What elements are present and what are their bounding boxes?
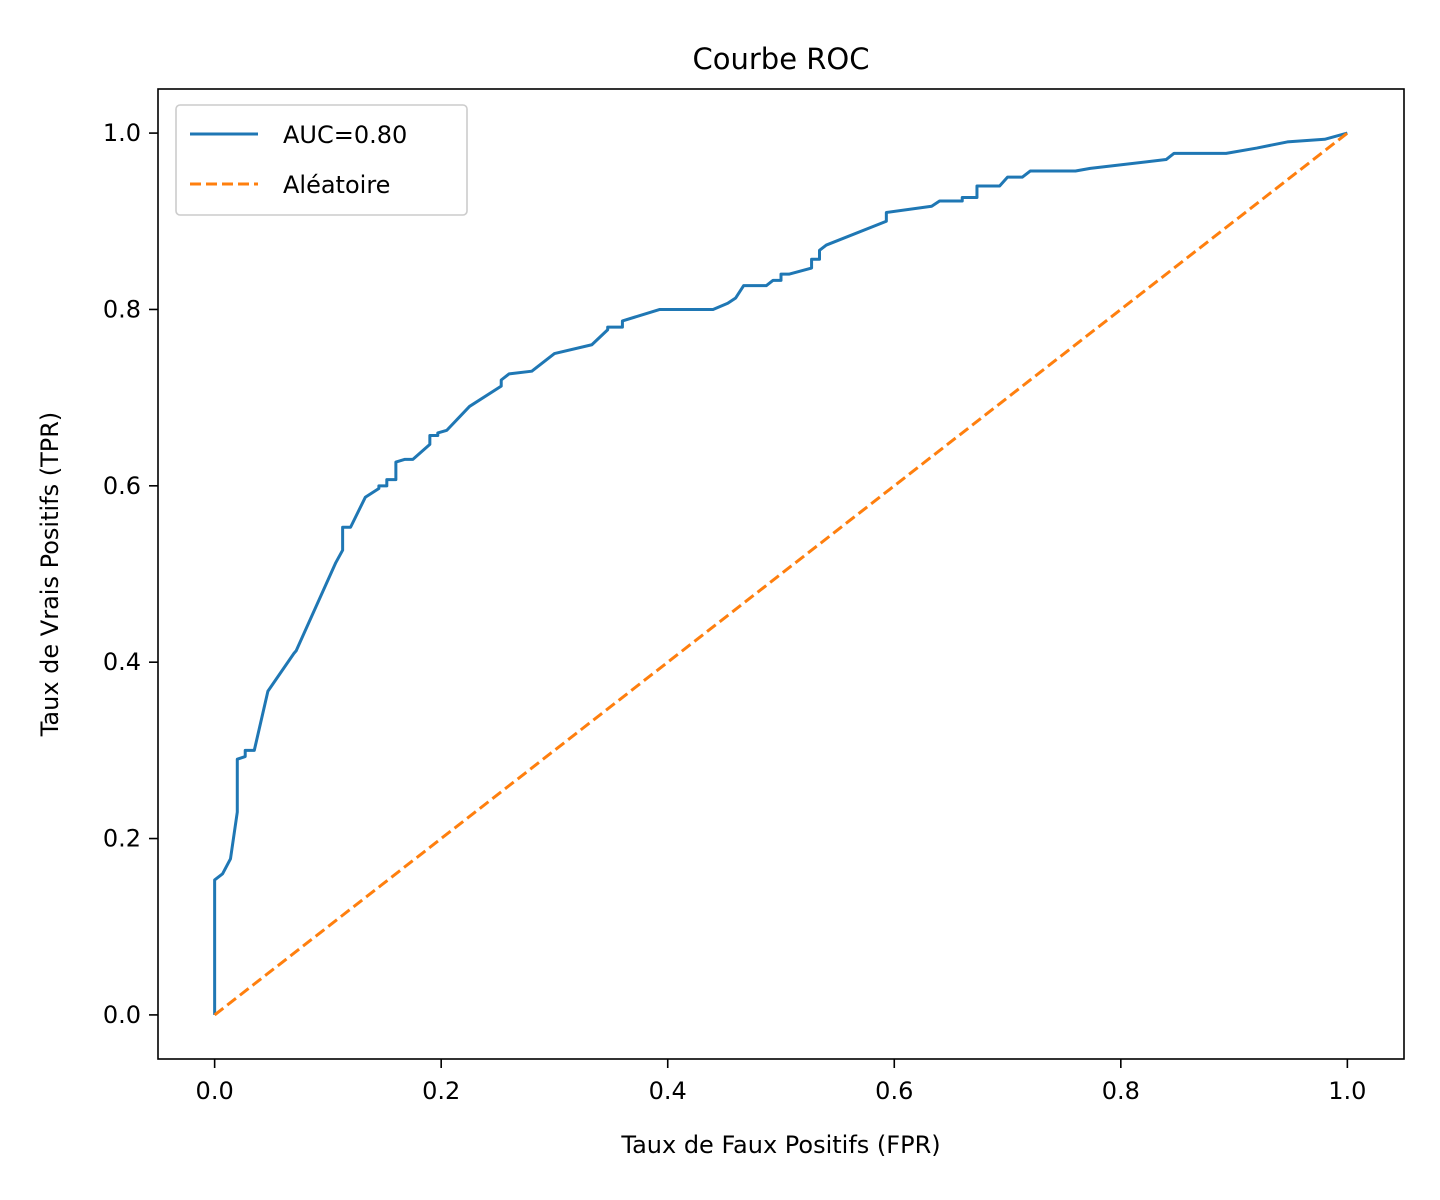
y-tick-label: 0.4: [103, 648, 141, 676]
y-tick-label: 0.0: [103, 1001, 141, 1029]
y-axis-label: Taux de Vrais Positifs (TPR): [36, 412, 64, 738]
x-axis-ticks: 0.0 0.2 0.4 0.6 0.8 1.0: [196, 1059, 1366, 1105]
x-tick-label: 0.6: [875, 1077, 913, 1105]
y-axis-ticks: 0.0 0.2 0.4 0.6 0.8 1.0: [103, 119, 158, 1029]
series-layer: [213, 131, 1349, 1017]
x-tick-label: 0.8: [1102, 1077, 1140, 1105]
legend-label-random: Aléatoire: [283, 171, 390, 199]
chart-title: Courbe ROC: [693, 42, 870, 76]
y-tick-label: 0.8: [103, 295, 141, 323]
plot-frame: [157, 88, 1405, 1060]
y-tick-label: 0.2: [103, 825, 141, 853]
legend: AUC=0.80 Aléatoire: [175, 104, 468, 216]
series-line-0: [213, 131, 1348, 1015]
x-tick-label: 1.0: [1328, 1077, 1366, 1105]
y-tick-label: 0.6: [103, 472, 141, 500]
x-tick-label: 0.2: [422, 1077, 460, 1105]
x-axis-label: Taux de Faux Positifs (FPR): [620, 1131, 940, 1159]
x-tick-label: 0.4: [649, 1077, 687, 1105]
y-tick-label: 1.0: [103, 119, 141, 147]
x-tick-label: 0.0: [196, 1077, 234, 1105]
legend-label-roc: AUC=0.80: [283, 121, 407, 149]
